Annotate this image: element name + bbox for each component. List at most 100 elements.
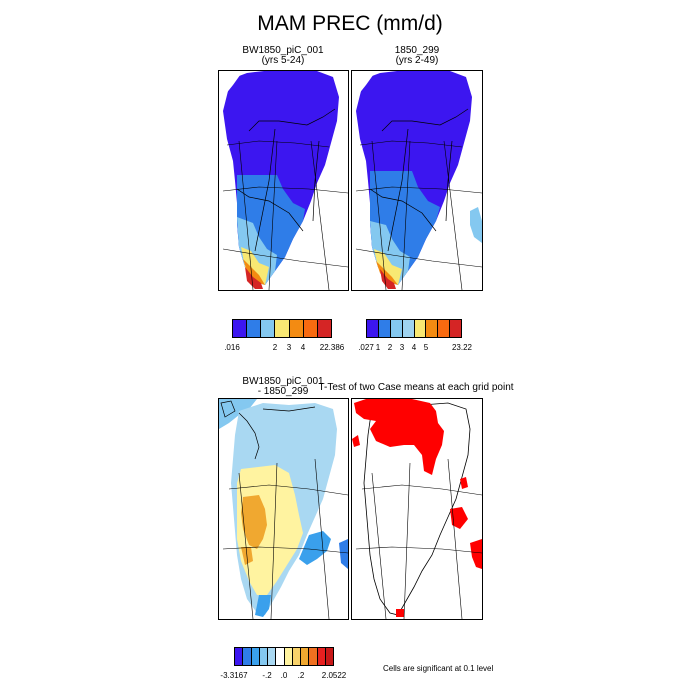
- map-panel-4-canvas: [352, 399, 482, 619]
- map-panel-1: [218, 70, 349, 291]
- significant-region-east-2: [450, 507, 468, 529]
- latitude-lines: [355, 484, 482, 554]
- colorbar-1-labels: .016 2 3 4 22.386: [224, 343, 344, 355]
- significant-region-west: [352, 435, 360, 447]
- cb3-swatch: [276, 648, 285, 665]
- cb3-swatch: [251, 648, 260, 665]
- cb3-tick-label: -3.3167: [220, 671, 248, 680]
- cb3-swatch: [309, 648, 318, 665]
- map-panel-4: [351, 398, 483, 620]
- latitude-lines: [222, 484, 348, 554]
- ocean-corner: [352, 71, 376, 95]
- cb1-swatch: [317, 320, 331, 337]
- map-panel-2: [351, 70, 483, 291]
- cb1-tick-label: 2: [272, 343, 278, 352]
- cb2-swatch: [450, 320, 461, 337]
- cb3-swatch: [235, 648, 244, 665]
- panel-1-title-text: BW1850_piC_001: [242, 45, 324, 56]
- longitude-lines: [238, 140, 330, 290]
- cb3-swatch: [243, 648, 252, 665]
- cb2-tick-label: 4: [411, 343, 417, 352]
- coastline: [369, 108, 469, 252]
- cb2-swatch: [378, 320, 391, 337]
- diff-positive-high-region: [241, 495, 267, 549]
- panel-3-subtitle: - 1850_299: [257, 386, 309, 397]
- longitude-lines: [238, 458, 330, 619]
- cb1-swatch: [303, 320, 318, 337]
- map-panel-3-canvas: [219, 399, 348, 619]
- cb2-tick-label: 23.22: [451, 343, 473, 352]
- cb2-tick-label: 5: [423, 343, 429, 352]
- cb3-tick-label: .2: [297, 671, 305, 680]
- cb1-swatch: [275, 320, 290, 337]
- cb1-swatch: [233, 320, 248, 337]
- panel-2-subtitle: (yrs 2-49): [395, 55, 439, 66]
- precip-region-4: [241, 247, 269, 285]
- cb2-tick-label: 2: [387, 343, 393, 352]
- cb2-swatch: [426, 320, 439, 337]
- significant-region-north-2: [372, 399, 426, 451]
- cb1-swatch: [261, 320, 276, 337]
- significance-note: Cells are significant at 0.1 level: [383, 664, 494, 673]
- cb3-swatch: [325, 648, 333, 665]
- longitude-lines: [371, 140, 463, 290]
- cb1-tick-label: 4: [300, 343, 306, 352]
- cb2-swatch: [367, 320, 379, 337]
- iceland-region: [470, 207, 482, 243]
- precip-region-4: [374, 249, 402, 285]
- panel-4-title: T-Test of two Case means at each grid po…: [306, 383, 526, 393]
- cb3-swatch: [284, 648, 293, 665]
- cb2-swatch: [402, 320, 415, 337]
- panel-4-title-text: T-Test of two Case means at each grid po…: [318, 382, 514, 393]
- map-panel-2-canvas: [352, 71, 482, 290]
- cb2-tick-label: .027: [358, 343, 374, 352]
- greenland-outline: [363, 400, 471, 616]
- colorbar-1: [232, 319, 332, 338]
- panel-3-title: BW1850_piC_001 - 1850_299: [218, 377, 348, 397]
- precip-region-5: [376, 261, 398, 285]
- precip-high-region: [380, 269, 396, 289]
- colorbar-3: [234, 647, 334, 666]
- diff-iceland-region: [339, 539, 348, 569]
- map-panel-1-canvas: [219, 71, 348, 290]
- cb3-tick-label: .0: [280, 671, 288, 680]
- cb3-swatch: [292, 648, 301, 665]
- cb1-swatch: [247, 320, 262, 337]
- cb3-swatch: [268, 648, 277, 665]
- diff-negative-region: [299, 531, 331, 565]
- diff-blue-corner: [219, 399, 257, 429]
- cb1-tick-label: .016: [224, 343, 240, 352]
- cb2-swatch: [438, 320, 451, 337]
- panel-1-subtitle: (yrs 5-24): [261, 55, 305, 66]
- panel-1-title: BW1850_piC_001 (yrs 5-24): [218, 46, 348, 66]
- longitude-lines: [371, 458, 463, 619]
- cb3-tick-label: -.2: [262, 671, 272, 680]
- cb1-swatch: [289, 320, 304, 337]
- precip-region-5: [243, 259, 265, 285]
- ocean-corner: [219, 71, 243, 95]
- colorbar-2: [366, 319, 462, 338]
- panel-2-title: 1850_299 (yrs 2-49): [352, 46, 482, 66]
- significant-region-iceland: [470, 539, 482, 569]
- panel-2-title-text: 1850_299: [394, 45, 440, 56]
- significant-region-north: [354, 399, 444, 475]
- cb1-tick-label: 22.386: [319, 343, 345, 352]
- precip-high-region: [245, 267, 263, 289]
- diff-negative-tip: [255, 595, 271, 617]
- coastline: [220, 400, 316, 460]
- cb2-swatch: [390, 320, 403, 337]
- cb2-tick-label: 3: [399, 343, 405, 352]
- colorbar-3-labels: -3.3167 -.2 .0 .2 2.0522: [220, 671, 346, 683]
- figure-title: MAM PREC (mm/d): [257, 12, 443, 35]
- cb3-tick-label: 2.0522: [321, 671, 347, 680]
- cb3-swatch: [301, 648, 310, 665]
- coastline: [236, 108, 336, 252]
- panel-3-title-text: BW1850_piC_001: [242, 376, 324, 387]
- cb3-swatch: [317, 648, 326, 665]
- significant-region-south: [396, 609, 404, 617]
- cb2-swatch: [414, 320, 427, 337]
- colorbar-2-labels: .027 1 2 3 4 5 23.22: [358, 343, 472, 355]
- cb3-swatch: [259, 648, 268, 665]
- significant-region-east-1: [460, 477, 468, 489]
- cb2-tick-label: 1: [375, 343, 381, 352]
